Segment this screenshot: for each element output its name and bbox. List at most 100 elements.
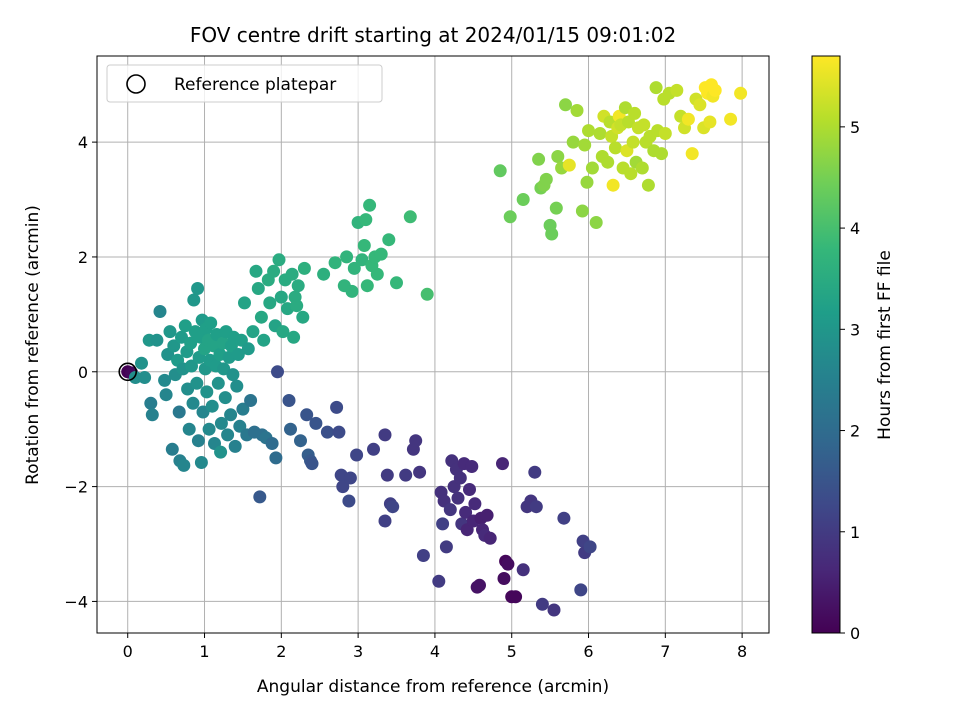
data-point [328, 256, 342, 270]
data-point [182, 422, 196, 436]
data-point [186, 396, 200, 410]
data-point [378, 428, 392, 442]
data-point [269, 451, 283, 465]
data-point [574, 583, 588, 597]
data-point [501, 557, 515, 571]
y-axis-label: Rotation from reference (arcmin) [23, 205, 43, 485]
data-point [539, 172, 553, 186]
data-point [191, 282, 205, 295]
data-point [300, 408, 314, 422]
data-point [439, 540, 453, 554]
data-point [641, 178, 655, 192]
data-point [347, 261, 361, 275]
data-point [360, 279, 374, 293]
data-point [320, 425, 334, 439]
data-point [345, 284, 359, 298]
y-tick-label: 0 [78, 363, 88, 382]
data-point [557, 511, 571, 525]
data-point [226, 368, 240, 382]
grid-lines [97, 56, 769, 633]
data-point [413, 465, 427, 479]
data-point [734, 86, 748, 100]
data-point [549, 201, 563, 215]
data-point [249, 264, 263, 278]
data-point [443, 503, 457, 517]
data-point [309, 416, 323, 430]
data-point [637, 118, 651, 132]
data-point [547, 603, 561, 617]
data-point [267, 264, 281, 278]
colorbar-label: Hours from first FF file [875, 250, 895, 440]
data-point [200, 385, 214, 399]
reference-platepar-marker [118, 362, 138, 382]
data-point [436, 517, 450, 531]
y-axis-ticks: −4 −2 0 2 4 [64, 133, 97, 611]
data-point [399, 468, 413, 482]
data-point [480, 508, 494, 522]
data-point [167, 339, 181, 353]
data-point [493, 164, 507, 178]
data-point [194, 456, 208, 469]
data-point [228, 439, 242, 453]
data-point [233, 419, 247, 433]
data-point [144, 396, 158, 410]
data-point [204, 316, 218, 330]
data-point [589, 216, 603, 229]
data-point [165, 442, 179, 456]
x-tick-label: 2 [276, 642, 286, 661]
data-point [265, 437, 279, 450]
colorbar-tick-label: 3 [850, 320, 860, 339]
data-point [649, 81, 663, 95]
data-point [184, 336, 198, 350]
data-point [284, 422, 297, 436]
data-point [532, 152, 546, 166]
x-tick-label: 6 [583, 642, 593, 661]
data-point [214, 416, 228, 430]
colorbar-tick-label: 5 [850, 118, 860, 137]
data-point [570, 104, 584, 117]
data-point [703, 115, 717, 129]
data-point [251, 282, 265, 295]
data-point [340, 250, 354, 264]
data-point [685, 147, 699, 161]
data-point [205, 399, 219, 413]
data-point [655, 147, 668, 161]
data-point [145, 408, 159, 422]
data-point [178, 319, 192, 333]
plot-frame [96, 55, 770, 634]
data-point [509, 590, 523, 604]
data-point [380, 468, 394, 482]
data-point [583, 540, 597, 554]
data-point [163, 325, 177, 339]
data-point [294, 434, 307, 448]
data-point [218, 391, 232, 405]
data-point [468, 497, 482, 511]
data-point [158, 373, 172, 387]
data-point [606, 178, 620, 192]
data-point [257, 333, 271, 347]
x-tick-label: 1 [199, 642, 209, 661]
data-point [246, 325, 260, 339]
data-point [336, 480, 350, 494]
data-point [159, 388, 173, 402]
data-point [238, 296, 251, 310]
data-point [453, 471, 467, 485]
colorbar: 0 1 2 3 4 5 Hours from first FF file [811, 55, 895, 643]
data-point [153, 305, 167, 318]
data-point [545, 227, 559, 241]
data-point [282, 394, 296, 407]
data-point [150, 333, 164, 347]
data-point [305, 457, 319, 471]
data-point [272, 253, 286, 267]
legend-box [106, 64, 383, 103]
data-point [191, 434, 205, 448]
data-point [135, 356, 148, 370]
data-point [386, 500, 400, 514]
data-point [382, 233, 396, 247]
x-tick-label: 4 [430, 642, 440, 661]
data-point [244, 394, 258, 407]
data-point [332, 425, 346, 439]
data-point [535, 597, 549, 611]
x-tick-label: 8 [737, 642, 747, 661]
data-point [177, 458, 191, 472]
